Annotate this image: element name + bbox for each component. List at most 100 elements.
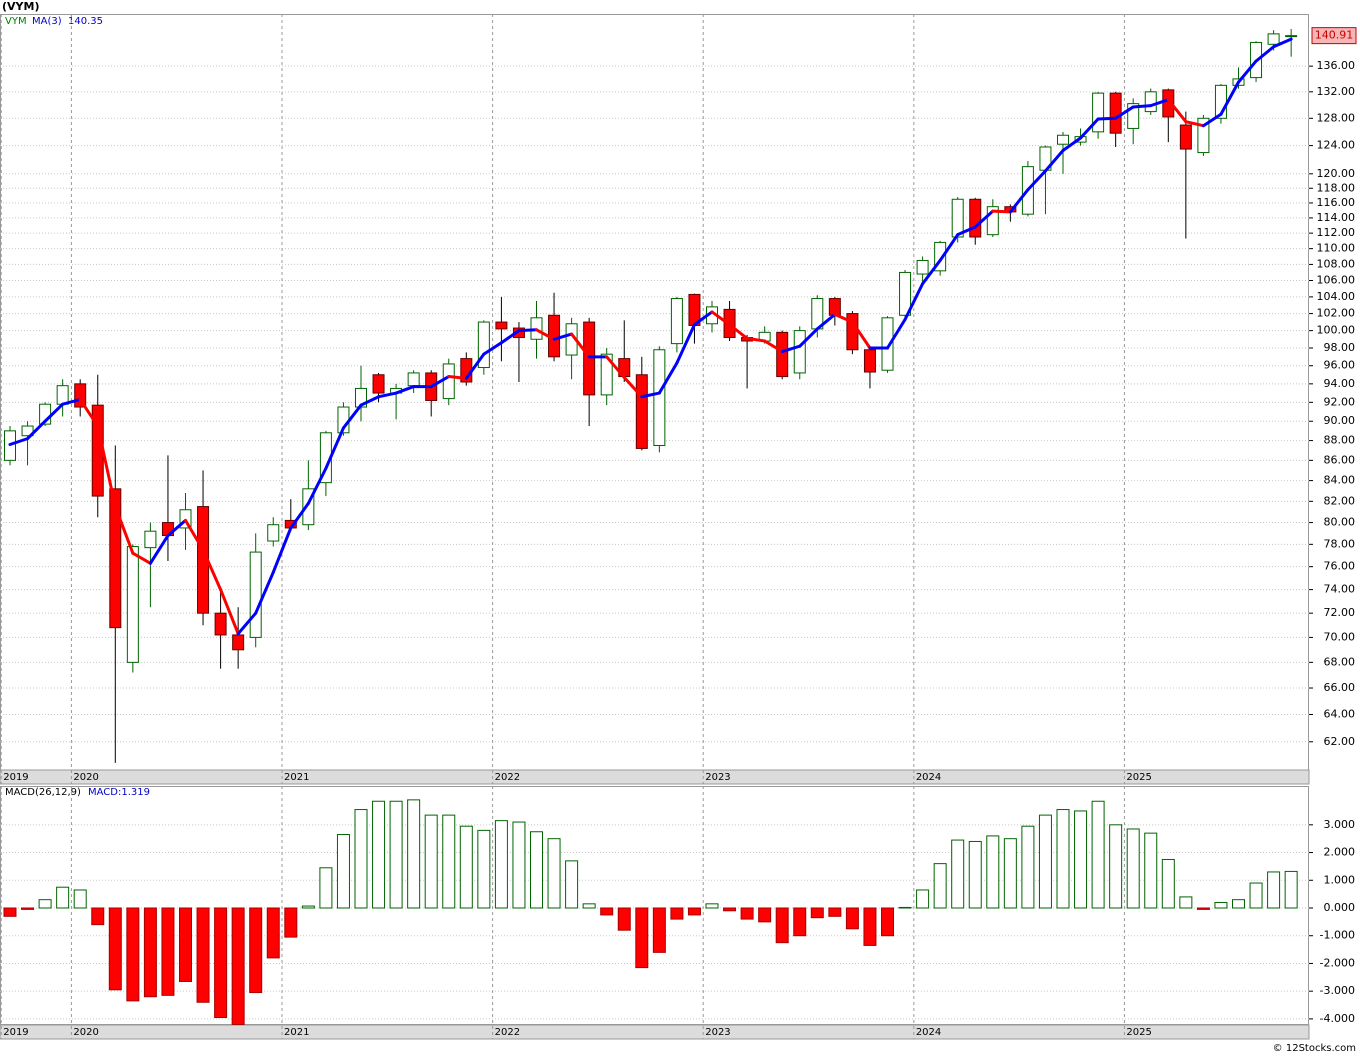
y-tick-label: 64.00 <box>1324 707 1356 720</box>
ma-line-segment <box>921 258 942 286</box>
ma-line-segment <box>1079 117 1100 140</box>
ma-line-segment <box>728 323 749 340</box>
last-price-box <box>1311 27 1357 45</box>
ma-line-segment <box>254 570 275 615</box>
macd-bar <box>968 840 982 909</box>
candle-body <box>144 530 157 549</box>
candle-body <box>986 206 999 236</box>
ma-line-segment <box>938 233 960 262</box>
ma-line-segment <box>710 310 732 327</box>
candle-body <box>74 383 87 408</box>
candle-body <box>232 634 245 651</box>
macd-bar <box>881 907 894 937</box>
macd-bar <box>336 834 350 909</box>
macd-bar <box>687 907 701 916</box>
macd-bar <box>916 889 930 909</box>
macd-bar <box>3 907 17 917</box>
y-tick-label: 136.00 <box>1317 59 1356 72</box>
y-tick-label: 102.00 <box>1317 307 1356 320</box>
candle-body <box>863 349 876 373</box>
macd-bar <box>1109 824 1123 909</box>
macd-bar <box>512 821 526 909</box>
macd-bar <box>1214 901 1228 909</box>
ma-line-segment <box>1166 98 1188 124</box>
macd-bar <box>775 907 789 944</box>
ma-line-segment <box>903 282 925 322</box>
macd-bar <box>284 907 298 938</box>
ma-line-segment <box>640 391 661 399</box>
y-tick-label: 96.00 <box>1324 359 1356 372</box>
macd-bar <box>56 886 70 909</box>
macd-bar <box>898 906 912 909</box>
ma-line-segment <box>1254 45 1276 63</box>
macd-bar <box>249 907 263 994</box>
ma-line-segment <box>61 398 82 406</box>
macd-bar <box>1126 828 1140 909</box>
macd-bar <box>617 907 631 931</box>
macd-bar <box>459 825 473 909</box>
ma-line-segment <box>429 375 451 389</box>
ma-line-segment <box>1026 169 1047 192</box>
x-tick-label: 2023 <box>705 772 730 783</box>
macd-bar <box>635 907 649 969</box>
y-tick-label: 76.00 <box>1324 560 1356 573</box>
ma-line-segment <box>605 355 626 379</box>
macd-bar <box>161 907 175 996</box>
candle-body <box>477 321 490 369</box>
macd-bar <box>301 905 315 909</box>
ma-line-segment <box>1114 105 1135 120</box>
candle-body <box>179 509 192 529</box>
ma-line-segment <box>1131 104 1153 109</box>
y-tick-label: 92.00 <box>1324 395 1356 408</box>
ma-line-segment <box>78 398 100 428</box>
ma-line-segment <box>324 426 345 470</box>
candle-body <box>126 546 139 663</box>
ma-line-segment <box>499 329 521 345</box>
ma-line-segment <box>517 328 538 333</box>
ma-line-segment <box>956 225 977 237</box>
y-tick-label: 132.00 <box>1317 85 1356 98</box>
candle-body <box>1197 117 1210 154</box>
ma-line-segment <box>570 332 591 359</box>
ma-line-segment <box>341 403 363 430</box>
macd-bar <box>442 814 456 909</box>
y-tick-label: 114.00 <box>1317 211 1356 224</box>
macd-bar <box>91 907 105 926</box>
y-tick-label: 86.00 <box>1324 453 1356 466</box>
candle-body <box>1057 134 1069 145</box>
y-tick-label: 62.00 <box>1324 735 1356 748</box>
macd-bar <box>73 889 87 909</box>
legend-ma: MA(3) <box>32 16 62 27</box>
macd-bar <box>933 863 947 909</box>
candle-body <box>899 271 912 316</box>
macd-bar <box>143 907 157 998</box>
macd-bar <box>951 839 965 909</box>
candle-body <box>1162 89 1175 118</box>
candle-body <box>934 241 947 272</box>
y-tick-label: 66.00 <box>1324 681 1356 694</box>
ma-line-segment <box>1272 37 1293 49</box>
ma-line-segment <box>447 375 468 380</box>
macd-bar <box>407 799 421 909</box>
y-tick-label: 72.00 <box>1324 606 1356 619</box>
ma-line-segment <box>219 588 240 636</box>
macd-bar <box>565 860 579 909</box>
footer: © 12Stocks.com <box>1273 1043 1356 1054</box>
x-tick-label: 2024 <box>916 772 941 783</box>
candle-body <box>249 551 262 638</box>
macd-bar <box>810 907 824 919</box>
macd-bar <box>214 907 228 1019</box>
macd-bar <box>1074 810 1088 909</box>
macd-bar <box>38 899 52 909</box>
y-tick-label: 74.00 <box>1324 583 1356 596</box>
x-tick-label: 2023 <box>705 1027 730 1038</box>
ma-line-segment <box>271 526 293 574</box>
ma-line-segment <box>43 402 65 423</box>
macd-bar <box>530 831 543 909</box>
macd-bar <box>1284 870 1298 909</box>
candle-body <box>793 330 806 374</box>
macd-bar <box>354 809 368 909</box>
macd-value-label: MACD:1.319 <box>88 787 150 798</box>
candle-body <box>1179 124 1192 150</box>
y-tick-label: -1.000 <box>1320 929 1355 942</box>
